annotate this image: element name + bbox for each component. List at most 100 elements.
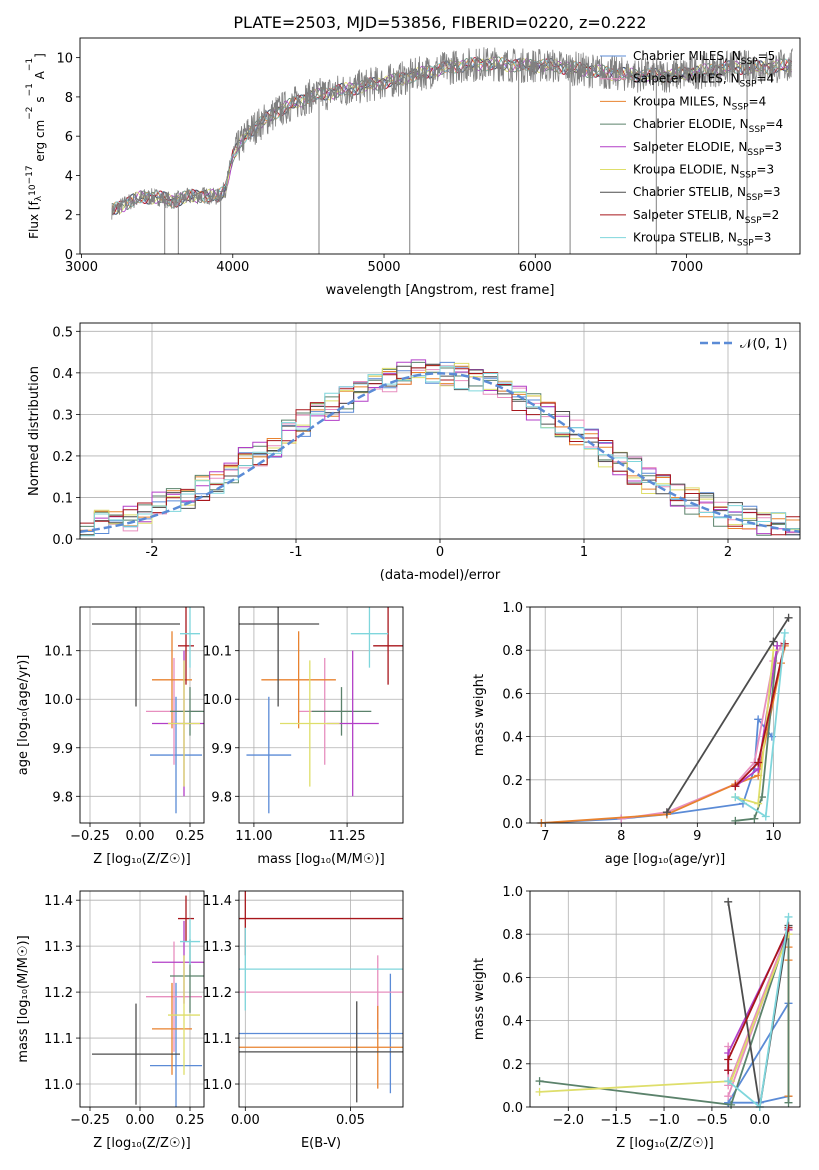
weight-line-chabrier_miles xyxy=(541,716,773,823)
y-tick-label: 0.4 xyxy=(52,367,73,382)
y-axis-label: Normed distribution xyxy=(27,366,42,496)
legend-label-suffix: =4 xyxy=(749,94,767,108)
y-label-part: A xyxy=(33,70,47,83)
weight-marker-salpeter_stelib xyxy=(754,758,763,767)
legend-label-sub: SSP xyxy=(747,148,764,158)
legend-label-suffix: =3 xyxy=(764,140,782,154)
legend-label-main: Salpeter ELODIE, N xyxy=(633,140,747,154)
data-spectrum xyxy=(111,47,793,220)
legend-label-main: Chabrier MILES, N xyxy=(633,49,741,63)
y-tick-label: 0 xyxy=(65,248,73,263)
x-tick-label: 8 xyxy=(617,829,625,844)
y-label-part: 10 xyxy=(28,184,38,196)
weight-marker-kroupa_stelib xyxy=(780,628,789,637)
x-tick-label: 0.25 xyxy=(176,829,205,844)
x-tick-label: -1 xyxy=(290,545,303,560)
y-tick-label: 0.0 xyxy=(502,1101,523,1116)
x-tick-label: 6000 xyxy=(519,260,552,275)
legend-label: Kroupa ELODIE, NSSP=3 xyxy=(633,163,774,181)
y-tick-label: 0.4 xyxy=(502,731,523,746)
legend-label: Salpeter MILES, NSSP=4 xyxy=(633,72,774,90)
y-label-part: erg cm xyxy=(33,120,47,166)
axes-frame xyxy=(529,606,801,824)
x-axis-label: (data-model)/error xyxy=(380,568,501,583)
y-tick-label: 0.8 xyxy=(502,928,523,943)
legend-label: Salpeter STELIB, NSSP=2 xyxy=(633,208,779,226)
axes-frame xyxy=(79,890,205,1108)
x-tick-label: 11.00 xyxy=(235,829,272,844)
y-tick-label: 9.8 xyxy=(211,790,232,805)
legend-label-main: Kroupa MILES, N xyxy=(633,94,732,108)
legend-label-sub: SSP xyxy=(740,80,757,90)
legend-label-main: Kroupa STELIB, N xyxy=(633,231,737,245)
weight-marker-chabrier_stelib xyxy=(784,613,793,622)
legend-label-suffix: =5 xyxy=(758,49,776,63)
weight-marker-chabrier_elodie xyxy=(731,816,740,825)
x-tick-label: 1 xyxy=(580,545,588,560)
weight-marker-kroupa_stelib xyxy=(724,1077,733,1086)
x-axis-label: mass [log₁₀(M/M☉)] xyxy=(257,852,384,867)
x-tick-label: 9 xyxy=(693,829,701,844)
weight-marker-salpeter_miles xyxy=(617,814,626,823)
weight-marker-salpeter_stelib xyxy=(724,1055,733,1064)
x-axis-label: Z [log₁₀(Z/Z☉)] xyxy=(93,1136,190,1151)
x-tick-label: 0.0 xyxy=(749,1113,770,1128)
weight-marker-salpeter_elodie xyxy=(773,641,782,650)
axes-frame xyxy=(529,890,801,1108)
y-tick-label: 10 xyxy=(56,52,73,67)
legend-label: Kroupa STELIB, NSSP=3 xyxy=(633,231,771,249)
y-tick-label: 9.9 xyxy=(211,742,232,757)
y-tick-label: 10.0 xyxy=(203,693,232,708)
y-tick-label: 0.0 xyxy=(52,533,73,548)
axes-frame xyxy=(238,890,404,1108)
weight-marker-chabrier_stelib xyxy=(724,897,733,906)
y-tick-label: 0.3 xyxy=(52,408,73,423)
legend-label-sub: SSP xyxy=(749,125,766,135)
axes-frame xyxy=(79,37,801,255)
legend-label: Chabrier MILES, NSSP=5 xyxy=(633,49,775,67)
weight-marker-kroupa_elodie xyxy=(535,1087,544,1096)
mass_vs_Z-panel: −0.25 0.00 0.25 11.0 11.1 11.2 11.3 11.4 Z [log₁… xyxy=(16,890,205,1151)
x-tick-label: −0.5 xyxy=(696,1113,728,1128)
legend-label-suffix: =2 xyxy=(762,208,780,222)
weight-marker-chabrier_miles xyxy=(754,715,763,724)
legend-label-sub: SSP xyxy=(732,102,749,112)
y-tick-label: 11.1 xyxy=(44,1032,73,1047)
x-tick-label: 7 xyxy=(541,829,549,844)
legend-label-main: Chabrier ELODIE, N xyxy=(633,117,749,131)
legend-label-main: Chabrier STELIB, N xyxy=(633,185,746,199)
x-axis-label: Z [log₁₀(Z/Z☉)] xyxy=(93,852,190,867)
mass_vs_ebv-panel: 0.00 0.05 11.0 11.1 11.2 11.3 11.4 E(B-V) xyxy=(203,890,404,1151)
y-tick-label: 10.1 xyxy=(44,645,73,660)
y-tick-label: 0.2 xyxy=(502,774,523,789)
x-tick-label: 10 xyxy=(765,829,782,844)
y-tick-label: 4 xyxy=(65,169,73,184)
y-tick-label: 8 xyxy=(65,91,73,106)
legend-label: Chabrier STELIB, NSSP=3 xyxy=(633,185,781,203)
y-tick-label: 2 xyxy=(65,209,73,224)
legend-label-main: Salpeter STELIB, N xyxy=(633,208,745,222)
y-label-part: λ xyxy=(34,195,44,201)
x-tick-label: 4000 xyxy=(216,260,249,275)
y-tick-label: 9.8 xyxy=(52,790,73,805)
weight-marker-chabrier_elodie xyxy=(535,1077,544,1086)
y-axis-label: mass [log₁₀(M/M☉)] xyxy=(16,935,31,1062)
weight-marker-kroupa_stelib xyxy=(761,812,770,821)
x-tick-label: 0 xyxy=(436,545,444,560)
weight-marker-kroupa_stelib xyxy=(731,793,740,802)
y-tick-label: 0.6 xyxy=(502,971,523,986)
y-tick-label: 1.0 xyxy=(502,885,523,900)
x-axis-label: Z [log₁₀(Z/Z☉)] xyxy=(616,1136,713,1151)
y-label-part: ] xyxy=(33,53,47,58)
weight-marker-salpeter_stelib xyxy=(731,782,740,791)
legend-label-suffix: =3 xyxy=(754,231,772,245)
x-tick-label: −0.25 xyxy=(70,829,110,844)
y-label-part: Flux [f xyxy=(27,200,41,238)
legend-label-main: Kroupa ELODIE, N xyxy=(633,163,740,177)
weight_vs_Z-panel: −2.0 −1.5 −1.0 −0.5 0.0 0.0 0.2 0.4 0.6 0.8 1.0 Z [… xyxy=(472,885,801,1151)
x-tick-label: 0.00 xyxy=(126,1113,155,1128)
y-label-part: −2 xyxy=(25,106,35,119)
